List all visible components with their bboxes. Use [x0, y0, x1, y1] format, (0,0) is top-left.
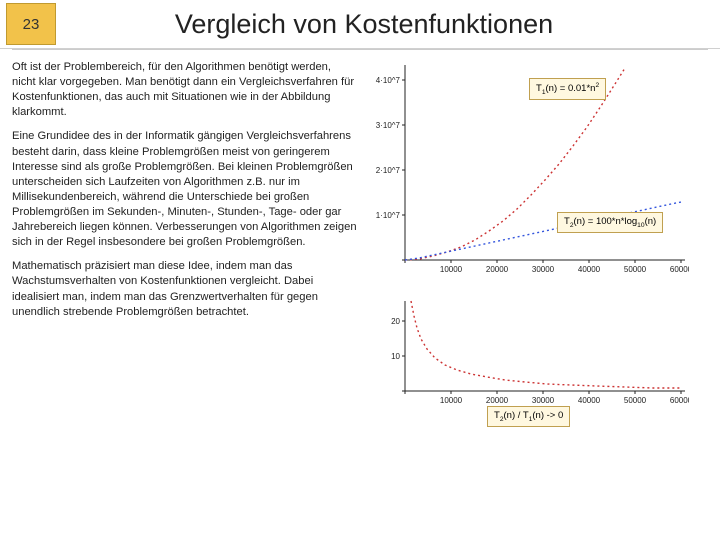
svg-text:60000: 60000 [670, 396, 689, 405]
svg-text:50000: 50000 [624, 396, 647, 405]
ratio-chart: 10 20 10000 20000 30000 40000 50000 60000 [369, 296, 689, 406]
callout-t2: T2(n) = 100*n*log10(n) [557, 212, 663, 233]
svg-text:50000: 50000 [624, 265, 647, 274]
paragraph-3: Mathematisch präzisiert man diese Idee, … [12, 259, 357, 319]
svg-text:20: 20 [391, 317, 400, 326]
svg-text:1·10^7: 1·10^7 [376, 211, 401, 220]
svg-text:60000: 60000 [670, 265, 689, 274]
callout-t1: T1(n) = 0.01*n2 [529, 78, 606, 100]
callout-ratio: T2(n) / T1(n) -> 0 [487, 406, 570, 427]
svg-text:3·10^7: 3·10^7 [376, 121, 401, 130]
header: 23 Vergleich von Kostenfunktionen [0, 0, 720, 49]
svg-text:10000: 10000 [440, 265, 463, 274]
chart-column: 1·10^7 2·10^7 3·10^7 4·10^7 10000 20000 30000 4… [357, 60, 708, 406]
slide-title: Vergleich von Kostenfunktionen [56, 9, 720, 40]
svg-text:10: 10 [391, 352, 400, 361]
svg-text:2·10^7: 2·10^7 [376, 166, 401, 175]
paragraph-1: Oft ist der Problembereich, für den Algo… [12, 60, 357, 120]
slide-number: 23 [6, 3, 56, 45]
svg-text:20000: 20000 [486, 396, 509, 405]
svg-text:40000: 40000 [578, 396, 601, 405]
svg-text:4·10^7: 4·10^7 [376, 76, 401, 85]
svg-text:20000: 20000 [486, 265, 509, 274]
text-column: Oft ist der Problembereich, für den Algo… [12, 60, 357, 406]
svg-text:10000: 10000 [440, 396, 463, 405]
content-area: Oft ist der Problembereich, für den Algo… [0, 50, 720, 406]
svg-text:30000: 30000 [532, 265, 555, 274]
svg-text:30000: 30000 [532, 396, 555, 405]
slide: 23 Vergleich von Kostenfunktionen Oft is… [0, 0, 720, 540]
svg-text:40000: 40000 [578, 265, 601, 274]
paragraph-2: Eine Grundidee des in der Informatik gän… [12, 129, 357, 250]
